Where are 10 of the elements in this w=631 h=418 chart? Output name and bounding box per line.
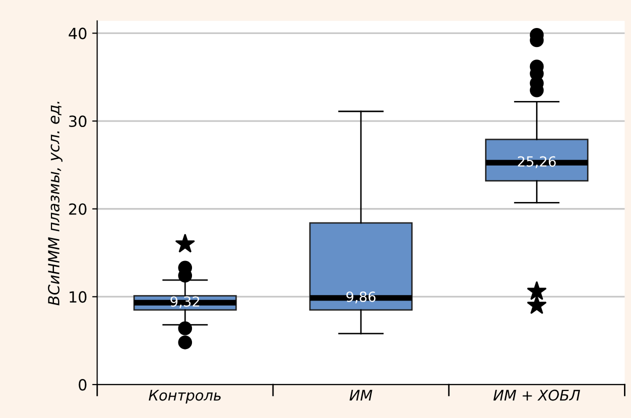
x-tick-label: Контроль: [148, 390, 221, 404]
x-tick-label: ИМ: [350, 390, 372, 400]
y-tick-label: 20: [69, 203, 86, 215]
y-axis-title: ВСиНММ плазмы, усл. ед.: [48, 102, 62, 306]
text: 9,86: [346, 291, 376, 304]
y-tick-label: 40: [68, 28, 86, 40]
y-tick-label: 10: [70, 291, 86, 303]
x-tick-label: ИМ + ХОБЛ: [493, 390, 580, 401]
y-tick-label: 0: [78, 379, 86, 391]
y-tick-label: 30: [69, 116, 86, 128]
